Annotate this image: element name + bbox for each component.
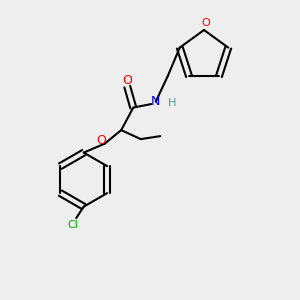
- Text: O: O: [201, 17, 210, 28]
- Text: N: N: [151, 95, 160, 108]
- Text: H: H: [168, 98, 176, 108]
- Text: O: O: [96, 134, 106, 147]
- Text: Cl: Cl: [67, 220, 78, 230]
- Text: O: O: [122, 74, 132, 86]
